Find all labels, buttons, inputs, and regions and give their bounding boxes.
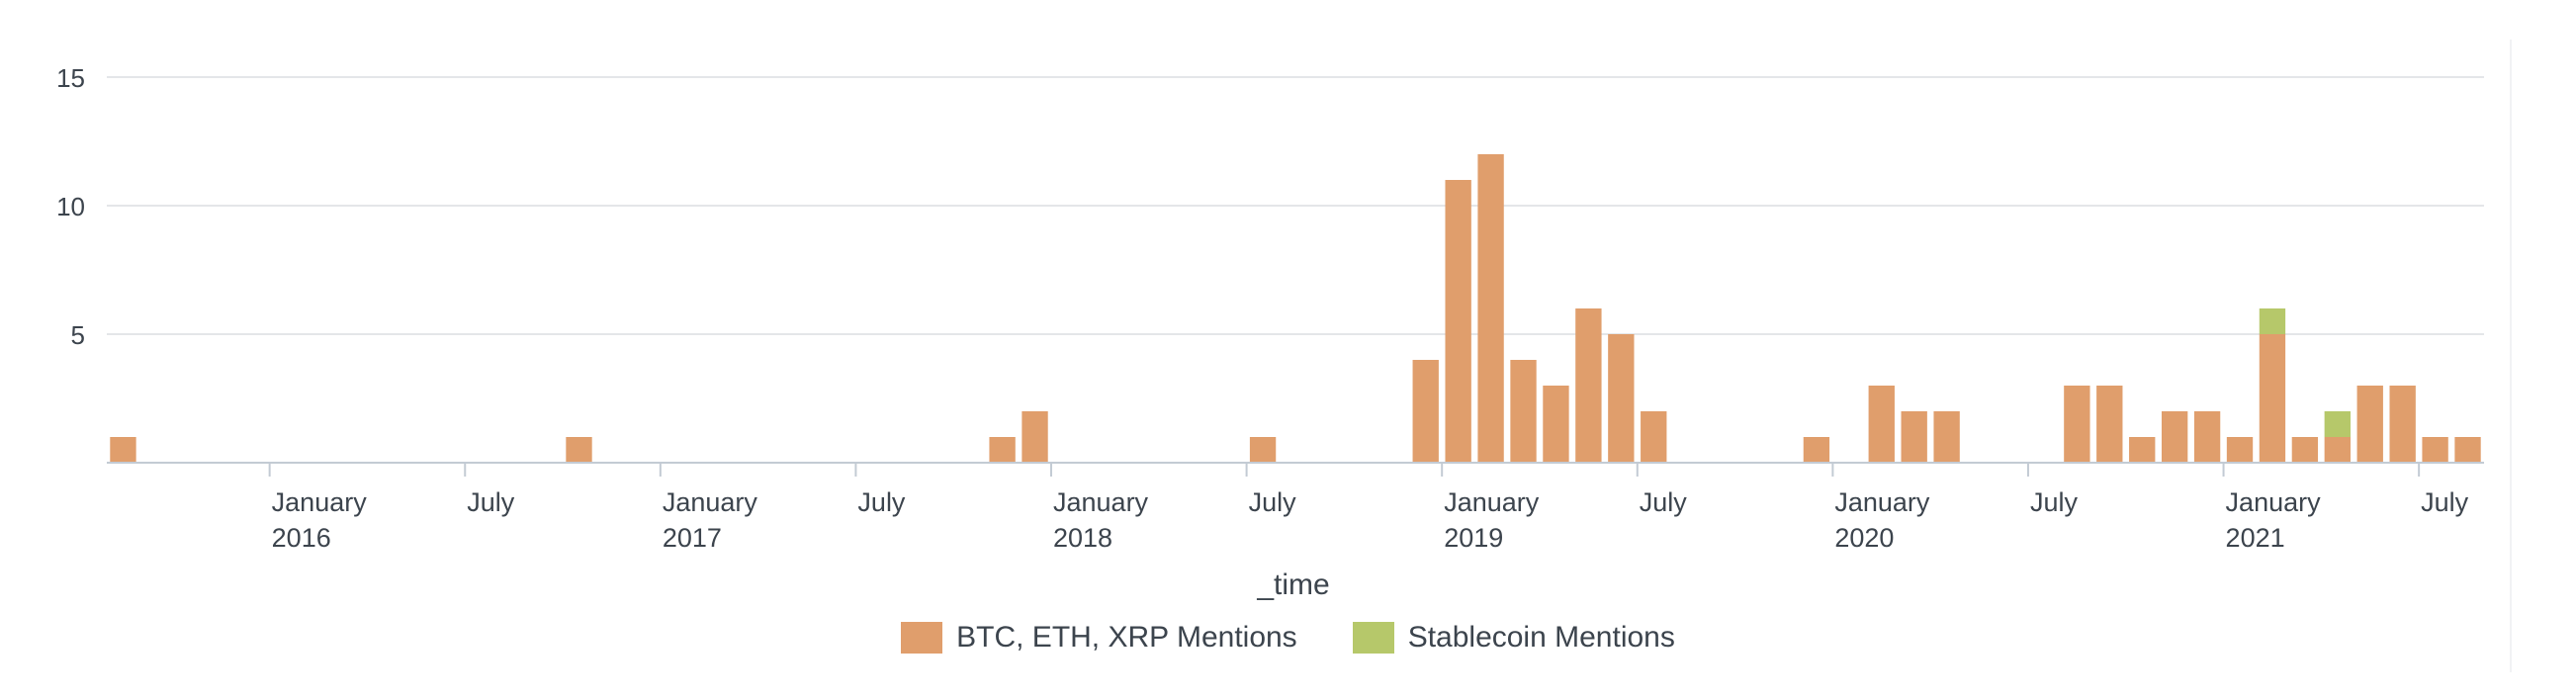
legend-swatch-stablecoin <box>1352 622 1394 654</box>
legend-swatch-btc-eth-xrp <box>901 622 943 654</box>
bar-btc-eth-xrp[interactable] <box>1901 411 1927 463</box>
bar-btc-eth-xrp[interactable] <box>1412 360 1439 463</box>
bar-btc-eth-xrp[interactable] <box>2356 386 2383 463</box>
bar-btc-eth-xrp[interactable] <box>2291 437 2319 463</box>
x-tick-label: January <box>663 487 758 517</box>
legend-label-btc-eth-xrp: BTC, ETH, XRP Mentions <box>956 621 1297 654</box>
bar-btc-eth-xrp[interactable] <box>2324 437 2351 463</box>
bar-btc-eth-xrp[interactable] <box>1445 180 1471 463</box>
bar-stablecoin[interactable] <box>2324 411 2351 437</box>
bar-btc-eth-xrp[interactable] <box>2161 411 2188 463</box>
bar-btc-eth-xrp[interactable] <box>1543 386 1569 463</box>
x-tick-label: July <box>467 487 515 517</box>
bar-btc-eth-xrp[interactable] <box>2259 334 2286 463</box>
bar-btc-eth-xrp[interactable] <box>2454 437 2481 463</box>
x-tick-label: January <box>1444 487 1540 517</box>
x-tick-year-label: 2019 <box>1444 523 1503 553</box>
x-tick-year-label: 2017 <box>663 523 722 553</box>
legend-item-stablecoin[interactable]: Stablecoin Mentions <box>1352 621 1675 655</box>
x-tick-year-label: 2016 <box>272 523 331 553</box>
x-tick-year-label: 2020 <box>1834 523 1894 553</box>
bar-btc-eth-xrp[interactable] <box>1510 360 1537 463</box>
bar-btc-eth-xrp[interactable] <box>2096 386 2123 463</box>
x-tick-label: July <box>857 487 906 517</box>
bar-btc-eth-xrp[interactable] <box>1477 154 1504 463</box>
bar-chart: 5 10 15 January 2016 July January 2017 July Janua… <box>56 63 2484 601</box>
bar-btc-eth-xrp[interactable] <box>1608 334 1635 463</box>
x-tick-label: January <box>272 487 368 517</box>
chart-container: 5 10 15 January 2016 July January 2017 July Janua… <box>56 40 2512 672</box>
legend: BTC, ETH, XRP Mentions Stablecoin Mentio… <box>0 621 2576 655</box>
bar-btc-eth-xrp[interactable] <box>2226 437 2254 463</box>
bar-btc-eth-xrp[interactable] <box>989 437 1016 463</box>
bar-btc-eth-xrp[interactable] <box>2193 411 2221 463</box>
bar-stablecoin[interactable] <box>2259 308 2286 334</box>
y-tick-label: 15 <box>56 63 85 93</box>
bar-btc-eth-xrp[interactable] <box>2389 386 2416 463</box>
bar-btc-eth-xrp[interactable] <box>2129 437 2156 463</box>
bar-btc-eth-xrp[interactable] <box>2064 386 2090 463</box>
bar-btc-eth-xrp[interactable] <box>2422 437 2448 463</box>
legend-label-stablecoin: Stablecoin Mentions <box>1407 621 1675 654</box>
bar-btc-eth-xrp[interactable] <box>1803 437 1830 463</box>
bar-btc-eth-xrp[interactable] <box>1641 411 1667 463</box>
panel-divider <box>2510 40 2512 672</box>
bar-btc-eth-xrp[interactable] <box>566 437 592 463</box>
x-axis-title: _time <box>1256 568 1329 601</box>
x-tick-label: January <box>1053 487 1149 517</box>
x-tick-year-label: 2018 <box>1053 523 1112 553</box>
bar-btc-eth-xrp[interactable] <box>1575 308 1602 463</box>
bar-btc-eth-xrp[interactable] <box>1249 437 1277 463</box>
x-tick-label: January <box>1834 487 1930 517</box>
x-tick-label: July <box>1640 487 1688 517</box>
x-tick-label: July <box>2421 487 2469 517</box>
y-tick-label: 5 <box>71 320 85 350</box>
bar-btc-eth-xrp[interactable] <box>1868 386 1895 463</box>
x-tick-label: July <box>1249 487 1297 517</box>
bar-btc-eth-xrp[interactable] <box>1022 411 1048 463</box>
x-tick-label: July <box>2030 487 2079 517</box>
x-tick-year-label: 2021 <box>2226 523 2285 553</box>
bar-btc-eth-xrp[interactable] <box>1933 411 1960 463</box>
legend-item-btc-eth-xrp[interactable]: BTC, ETH, XRP Mentions <box>901 621 1297 655</box>
bar-btc-eth-xrp[interactable] <box>110 437 136 463</box>
x-tick-label: January <box>2226 487 2322 517</box>
y-tick-label: 10 <box>56 192 85 221</box>
